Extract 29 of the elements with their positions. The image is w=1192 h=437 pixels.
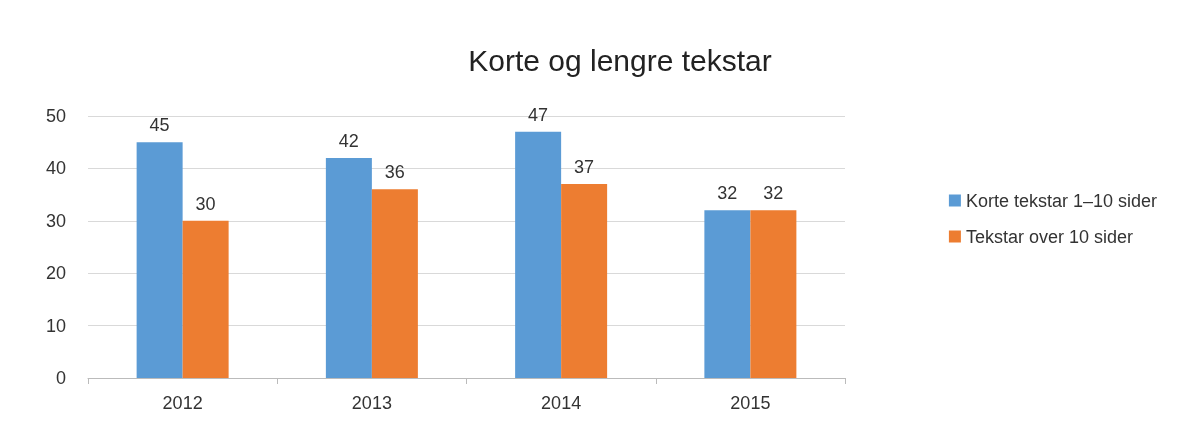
y-tick-label: 0: [55, 368, 66, 388]
bar: [561, 184, 608, 378]
x-tick-label: 2015: [730, 393, 771, 413]
x-tick-label: 2014: [541, 393, 582, 413]
data-label: 42: [338, 130, 359, 151]
legend-label: Tekstar over 10 sider: [965, 226, 1133, 247]
bar: [704, 210, 751, 378]
data-label: 32: [717, 183, 738, 204]
data-label: 36: [384, 162, 405, 183]
x-tick-label: 2013: [351, 393, 392, 413]
data-label: 32: [763, 183, 784, 204]
y-tick-label: 30: [45, 210, 66, 231]
data-label: 37: [574, 157, 595, 178]
bar: [182, 220, 229, 378]
x-tick-label: 2012: [162, 393, 203, 413]
bar: [750, 210, 797, 378]
bar: [515, 131, 562, 378]
data-label: 30: [195, 193, 216, 214]
chart-title: Korte og lengre tekstar: [468, 43, 772, 77]
data-label: 47: [528, 104, 549, 125]
bar: [136, 142, 183, 378]
y-tick-label: 20: [45, 263, 66, 284]
bar: [371, 189, 418, 378]
bar: [325, 157, 372, 378]
y-tick-label: 10: [45, 315, 66, 336]
y-tick-label: 50: [45, 106, 66, 126]
legend-label: Korte tekstar 1–10 sider: [965, 190, 1158, 211]
data-label: 45: [149, 115, 170, 136]
y-tick-label: 40: [45, 158, 66, 179]
